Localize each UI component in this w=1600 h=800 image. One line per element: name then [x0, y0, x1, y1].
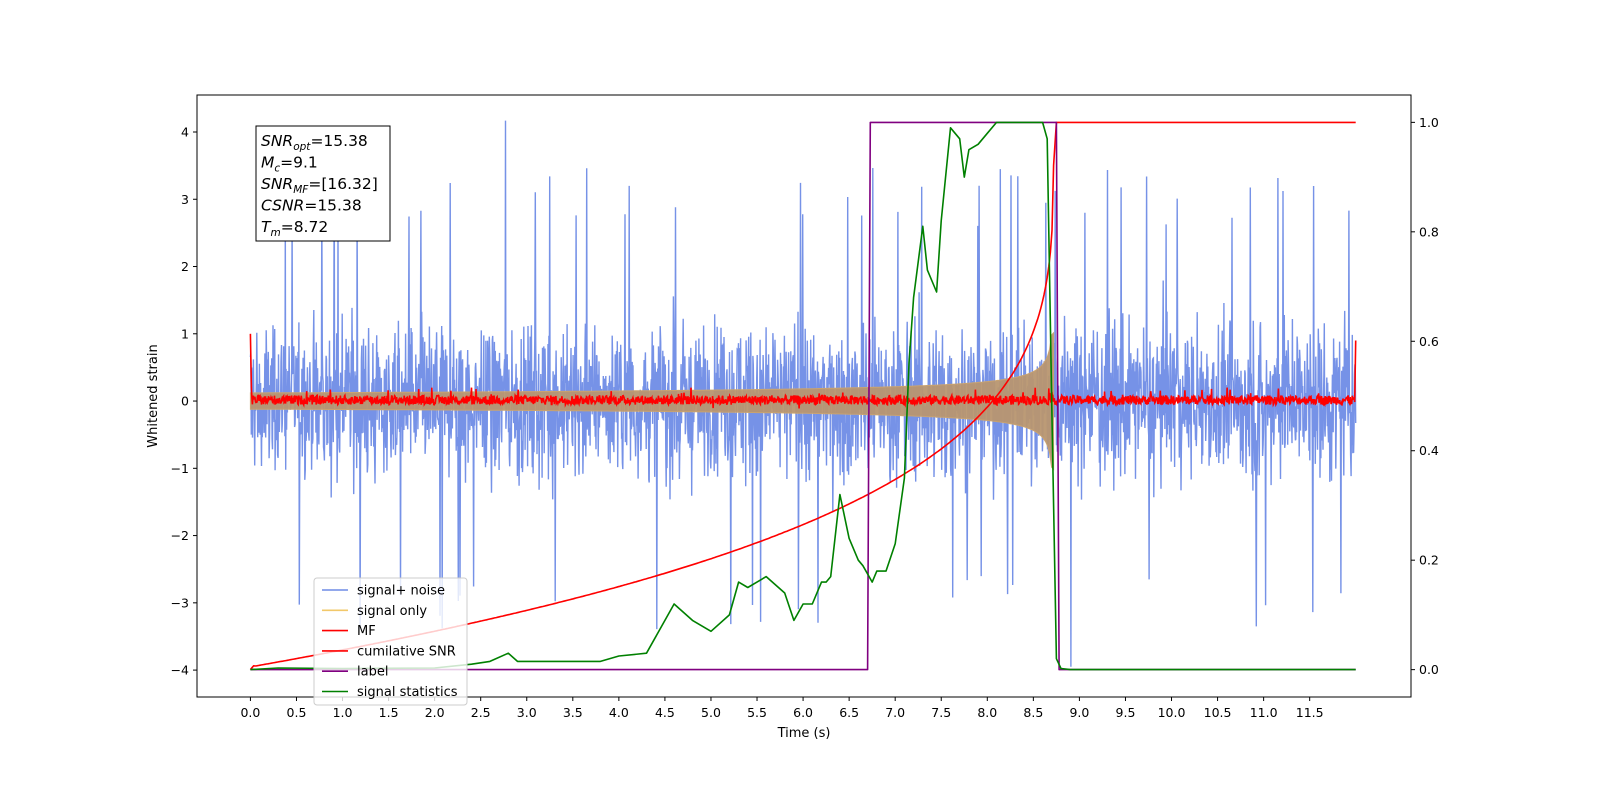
annotation-line: SNRopt=15.38 — [261, 132, 368, 153]
annotation-value: =8.72 — [281, 218, 329, 236]
annotation-symbol: SNR — [261, 175, 293, 193]
x-tick-label: 0.0 — [240, 705, 260, 720]
y-right-tick-label: 1.0 — [1419, 115, 1439, 130]
x-tick-label: 3.5 — [563, 705, 583, 720]
annotation-value: =[16.32] — [308, 175, 377, 193]
x-tick-label: 3.0 — [517, 705, 537, 720]
legend-label: signal+ noise — [357, 584, 445, 599]
ticks-layer: 0.0 0.5 1.0 1.5 2.0 2.5 3.0 3.5 4.0 4.5 5.0 5.5 6.0 6… — [171, 115, 1439, 720]
x-axis-label: Time (s) — [777, 726, 831, 741]
annotation-symbol: SNR — [261, 132, 293, 150]
x-tick-label: 11.5 — [1296, 705, 1324, 720]
legend-label: cumilative SNR — [357, 644, 456, 659]
x-tick-label: 2.0 — [425, 705, 445, 720]
y-right-tick-label: 0.4 — [1419, 443, 1439, 458]
y-tick-label: −4 — [171, 663, 189, 678]
annotation-symbol: M — [261, 154, 274, 172]
y-right-tick-label: 0.0 — [1419, 662, 1439, 677]
x-tick-label: 9.5 — [1116, 705, 1136, 720]
annotation-value: =15.38 — [310, 132, 367, 150]
x-tick-label: 10.0 — [1158, 705, 1186, 720]
y-tick-label: −3 — [171, 595, 189, 610]
annotation-value: =15.38 — [304, 197, 361, 215]
y-tick-label: −2 — [171, 528, 189, 543]
x-tick-label: 7.0 — [885, 705, 905, 720]
legend-label: label — [357, 665, 388, 680]
y-tick-label: 3 — [181, 192, 189, 207]
x-tick-label: 0.5 — [287, 705, 307, 720]
legend-label: MF — [357, 624, 376, 639]
y-right-tick-label: 0.8 — [1419, 224, 1439, 239]
x-tick-label: 4.5 — [655, 705, 675, 720]
y-axis-label: Whitened strain — [146, 344, 161, 447]
annotation-box: SNRopt=15.38Mc=9.1SNRMF=[16.32]CSNR=15.3… — [255, 125, 391, 242]
x-tick-label: 10.5 — [1204, 705, 1232, 720]
annotation-symbol: T — [261, 218, 272, 236]
y-right-tick-label: 0.2 — [1419, 553, 1439, 568]
legend-label: signal statistics — [357, 685, 458, 700]
axes-frame — [196, 94, 1412, 698]
annotation-subscript: MF — [293, 184, 309, 196]
annotation-line: Mc=9.1 — [261, 154, 318, 175]
x-tick-label: 1.5 — [379, 705, 399, 720]
x-tick-label: 11.0 — [1250, 705, 1278, 720]
annotation-line: SNRMF=[16.32] — [261, 175, 378, 196]
annotation-line: Tm=8.72 — [261, 218, 328, 239]
x-tick-label: 6.5 — [839, 705, 859, 720]
legend-label: signal only — [357, 604, 427, 619]
x-tick-label: 5.0 — [701, 705, 721, 720]
x-tick-label: 2.5 — [471, 705, 491, 720]
x-tick-label: 1.0 — [333, 705, 353, 720]
y-tick-label: 1 — [181, 326, 189, 341]
x-tick-label: 8.0 — [977, 705, 997, 720]
series-signal-statistics-line — [250, 121, 1356, 671]
annotation-value: =9.1 — [280, 154, 318, 172]
x-tick-label: 9.0 — [1069, 705, 1089, 720]
x-tick-label: 6.0 — [793, 705, 813, 720]
annotation-subscript: m — [270, 227, 280, 239]
legend-frame — [313, 577, 468, 706]
x-tick-label: 8.5 — [1023, 705, 1043, 720]
x-tick-label: 5.5 — [747, 705, 767, 720]
annotation-subscript: c — [274, 163, 280, 175]
y-tick-label: 4 — [181, 124, 189, 139]
y-tick-label: 0 — [181, 394, 189, 409]
x-tick-label: 7.5 — [931, 705, 951, 720]
x-tick-label: 4.0 — [609, 705, 629, 720]
legend: signal+ noise signal only MF cumilative SNR… — [313, 577, 468, 706]
annotation-frame — [255, 125, 391, 242]
annotation-symbol: CSNR — [261, 197, 304, 215]
series-mf-line — [249, 333, 1357, 409]
annotation-subscript: opt — [293, 141, 311, 153]
y-tick-label: 2 — [181, 259, 189, 274]
y-tick-label: −1 — [171, 461, 189, 476]
y-right-tick-label: 0.6 — [1419, 334, 1439, 349]
annotation-line: CSNR=15.38 — [261, 197, 362, 215]
